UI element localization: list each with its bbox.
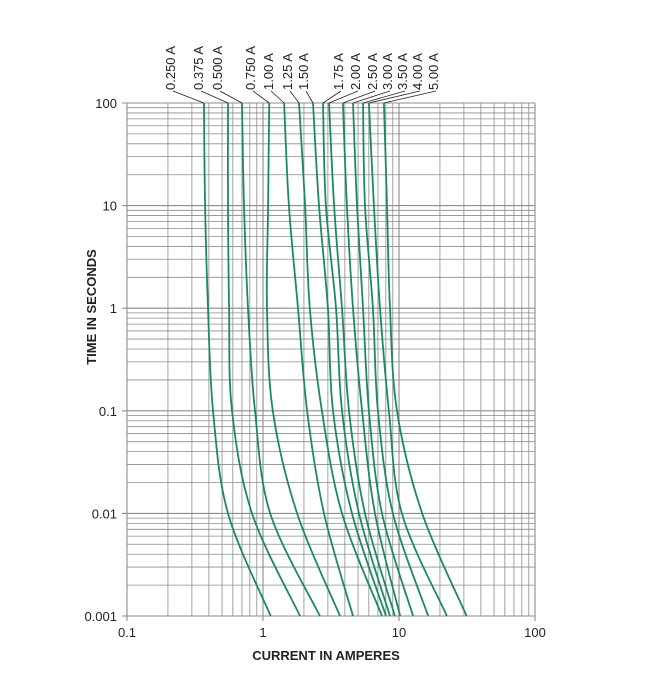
- leader-line: [383, 90, 437, 104]
- curve-label: 0.250 A: [163, 46, 178, 90]
- leader-line: [270, 90, 285, 104]
- x-tick-label: 0.1: [118, 625, 136, 640]
- leader-line: [219, 90, 243, 104]
- fuse-curve-1-50-A: [312, 102, 387, 617]
- curve-label: 0.750 A: [243, 46, 258, 90]
- leader-line: [362, 90, 406, 104]
- y-tick-label: 0.1: [99, 404, 117, 419]
- leader-line: [289, 90, 300, 104]
- fuse-curve-0-375-A: [227, 102, 301, 617]
- curve-label: 4.00 A: [410, 53, 425, 90]
- fuse-curve-2-00-A: [328, 102, 396, 617]
- fuse-curve-3-00-A: [352, 102, 414, 617]
- curve-label: 3.50 A: [395, 53, 410, 90]
- fuse-curve-0-250-A: [203, 102, 272, 617]
- y-tick-label: 10: [103, 199, 117, 214]
- curve-label: 1.75 A: [331, 53, 346, 90]
- x-tick-label: 10: [392, 625, 406, 640]
- curve-label: 2.50 A: [365, 53, 380, 90]
- y-tick-label: 0.01: [92, 506, 117, 521]
- fuse-curve-5-00-A: [383, 102, 468, 617]
- curves: [203, 102, 468, 617]
- x-tick-label: 1: [259, 625, 266, 640]
- curve-label: 3.00 A: [380, 53, 395, 90]
- leader-line: [328, 90, 359, 104]
- fuse-curve-1-75-A: [322, 102, 391, 617]
- fuse-curve-3-50-A: [362, 102, 430, 617]
- leader-line: [200, 90, 229, 104]
- grid: [122, 102, 536, 621]
- curve-labels: 0.250 A 0.375 A 0.500 A 0.750 A 1.00 A 1.25 A…: [163, 46, 441, 104]
- curve-label: 0.500 A: [210, 46, 225, 90]
- y-axis-title: TIME IN SECONDS: [84, 249, 99, 365]
- y-tick-label: 0.001: [84, 609, 117, 624]
- tick-labels: 0.1 1 10 100 100 10 1 0.1 0.01 0.001: [84, 96, 545, 640]
- leader-line: [368, 90, 421, 104]
- x-axis-title: CURRENT IN AMPERES: [252, 648, 400, 663]
- curve-label: 1.25 A: [280, 53, 295, 90]
- leader-line: [252, 90, 270, 104]
- curve-label: 2.00 A: [348, 53, 363, 90]
- curve-label: 1.50 A: [296, 53, 311, 90]
- curve-label: 1.00 A: [261, 53, 276, 90]
- x-tick-label: 100: [524, 625, 546, 640]
- leader-line: [322, 90, 342, 104]
- leader-line: [352, 90, 391, 104]
- leader-line: [342, 90, 376, 104]
- leader-line: [305, 90, 314, 104]
- fuse-curve-4-00-A: [368, 102, 448, 617]
- fuse-curve-1-00-A: [283, 102, 354, 617]
- fuse-curve-2-50-A: [342, 102, 402, 617]
- fuse-curve-0-500-A: [241, 102, 321, 617]
- y-tick-label: 1: [110, 301, 117, 316]
- fuse-curve-1-25-A: [298, 102, 383, 617]
- fuse-curve-0-750-A: [265, 102, 341, 617]
- leader-line: [172, 90, 205, 104]
- curve-label: 0.375 A: [191, 46, 206, 90]
- curve-label: 5.00 A: [426, 53, 441, 90]
- y-tick-label: 100: [95, 96, 117, 111]
